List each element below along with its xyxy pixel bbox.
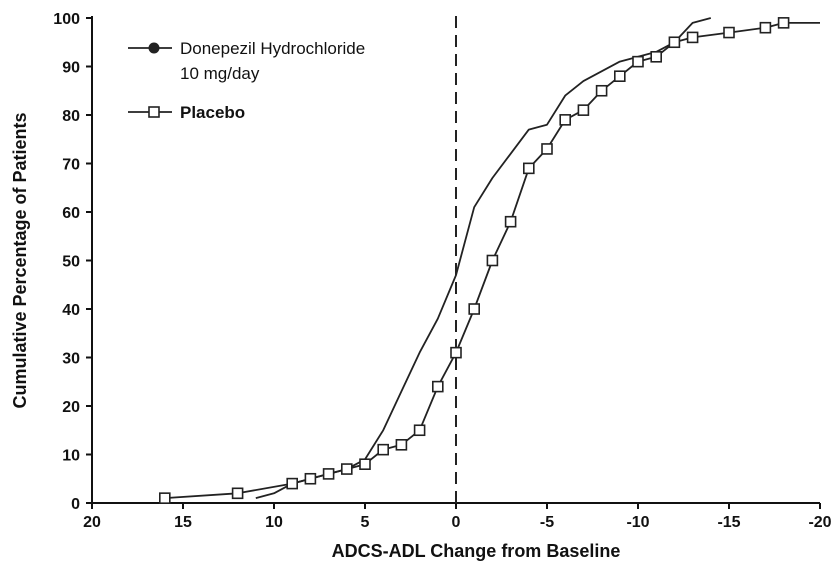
y-tick-label: 10 (62, 448, 80, 465)
y-tick-label: 40 (62, 302, 80, 319)
y-tick-label: 80 (62, 108, 80, 125)
x-tick-label: 0 (452, 514, 461, 531)
x-tick-label: 20 (83, 514, 101, 531)
x-tick-label: -5 (540, 514, 554, 531)
data-point-square (504, 215, 517, 228)
data-point-square (632, 55, 644, 68)
data-point-square (340, 463, 353, 475)
y-tick-label: 20 (62, 399, 80, 416)
data-point-square (359, 458, 371, 471)
data-point-square (668, 36, 681, 49)
data-point-square (468, 303, 481, 315)
legend-label: Placebo (180, 103, 245, 122)
data-point-square (595, 84, 608, 97)
series-line (255, 17, 712, 499)
data-point-square (159, 492, 171, 504)
data-point-square (541, 143, 553, 155)
x-tick-label: -10 (626, 514, 649, 531)
series-donepezil (255, 17, 712, 499)
y-tick-label: 0 (71, 496, 80, 513)
x-tick-label: -20 (808, 514, 831, 531)
data-point-square (522, 162, 535, 175)
data-point-square (723, 26, 735, 39)
y-tick-label: 90 (62, 60, 80, 77)
y-tick-label: 60 (62, 205, 80, 222)
legend-marker-square (148, 106, 160, 118)
y-tick-label: 100 (53, 11, 80, 28)
data-point-square (395, 438, 408, 451)
data-point-square (450, 346, 462, 359)
legend-item-placebo: Placebo (128, 103, 245, 122)
y-axis-title: Cumulative Percentage of Patients (10, 112, 30, 408)
x-tick-label: 15 (174, 514, 192, 531)
data-point-square (650, 50, 663, 63)
data-point-square (486, 254, 499, 267)
legend-label: 10 mg/day (180, 64, 260, 83)
data-point-square (777, 17, 790, 29)
legend-label: Donepezil Hydrochloride (180, 39, 365, 58)
data-point-square (613, 70, 626, 82)
data-point-square (577, 104, 590, 116)
y-tick-label: 30 (62, 351, 80, 368)
data-point-square (286, 477, 299, 490)
x-tick-label: 10 (265, 514, 283, 531)
y-tick-label: 70 (62, 157, 80, 174)
x-tick-label: -15 (717, 514, 740, 531)
y-tick-label: 50 (62, 254, 80, 271)
legend-marker-circle (148, 42, 160, 54)
data-point-square (304, 472, 317, 485)
data-point-square (377, 443, 390, 456)
legend: Donepezil Hydrochloride 10 mg/day Placebo (128, 39, 365, 122)
data-point-square (431, 380, 444, 393)
data-point-square (413, 424, 426, 437)
data-point-square (559, 114, 572, 126)
data-point-square (231, 487, 244, 500)
legend-item-donepezil: Donepezil Hydrochloride 10 mg/day (128, 39, 365, 83)
x-axis-title: ADCS-ADL Change from Baseline (332, 541, 621, 561)
x-tick-label: 5 (361, 514, 370, 531)
series-placebo (159, 17, 820, 504)
data-point-square (322, 468, 335, 480)
series-layer (159, 17, 820, 504)
data-point-square (686, 31, 699, 44)
data-point-square (759, 21, 772, 34)
